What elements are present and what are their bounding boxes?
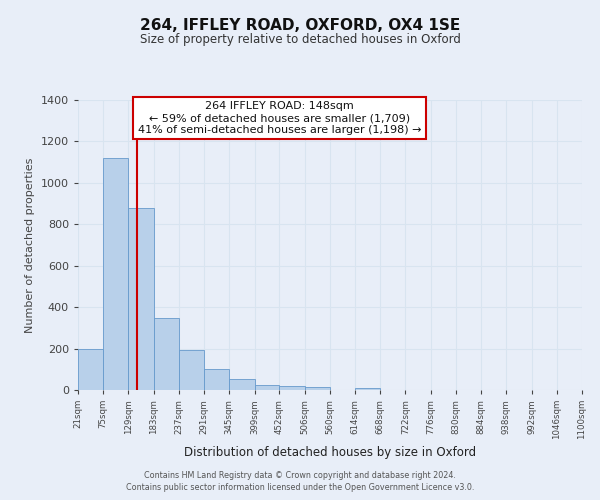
Text: 264 IFFLEY ROAD: 148sqm
← 59% of detached houses are smaller (1,709)
41% of semi: 264 IFFLEY ROAD: 148sqm ← 59% of detache… bbox=[138, 102, 421, 134]
Bar bbox=[254, 386, 280, 390]
Bar bbox=[128, 208, 154, 390]
Bar bbox=[179, 350, 204, 390]
Bar bbox=[280, 386, 305, 390]
Y-axis label: Number of detached properties: Number of detached properties bbox=[25, 158, 35, 332]
Bar bbox=[305, 388, 330, 390]
Bar bbox=[204, 370, 229, 390]
Bar bbox=[103, 158, 128, 390]
X-axis label: Distribution of detached houses by size in Oxford: Distribution of detached houses by size … bbox=[184, 446, 476, 460]
Text: Contains HM Land Registry data © Crown copyright and database right 2024.
Contai: Contains HM Land Registry data © Crown c… bbox=[126, 471, 474, 492]
Bar bbox=[355, 388, 380, 390]
Bar bbox=[78, 348, 103, 390]
Bar bbox=[154, 318, 179, 390]
Text: 264, IFFLEY ROAD, OXFORD, OX4 1SE: 264, IFFLEY ROAD, OXFORD, OX4 1SE bbox=[140, 18, 460, 32]
Bar bbox=[229, 378, 254, 390]
Text: Size of property relative to detached houses in Oxford: Size of property relative to detached ho… bbox=[140, 32, 460, 46]
